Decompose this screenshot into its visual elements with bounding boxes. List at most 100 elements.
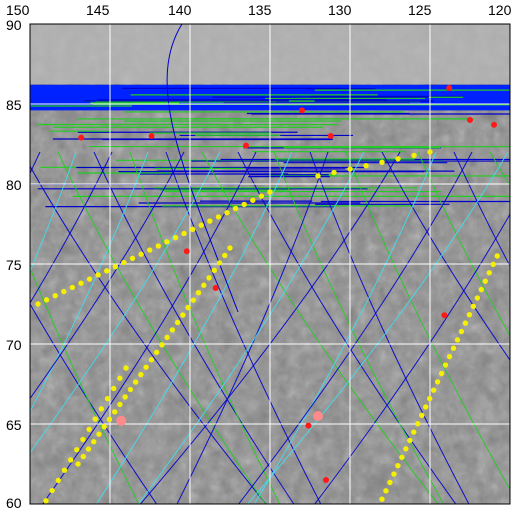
- yellow-point: [185, 304, 191, 311]
- orbit-track: [30, 151, 77, 273]
- pink-point: [313, 411, 323, 421]
- yellow-point: [92, 416, 98, 422]
- yellow-point: [227, 245, 233, 251]
- yellow-point: [419, 412, 425, 419]
- yellow-point: [195, 289, 202, 296]
- orbit-track: [238, 151, 473, 504]
- y-tick-label: 85: [6, 97, 22, 113]
- orbit-track: [165, 151, 322, 504]
- yellow-point: [315, 173, 321, 179]
- yellow-point: [434, 379, 441, 385]
- yellow-point: [117, 375, 123, 381]
- yellow-point: [78, 280, 84, 286]
- orbit-track: [57, 151, 267, 504]
- yellow-point: [174, 319, 181, 326]
- yellow-point: [127, 386, 134, 393]
- orbit-track: [30, 266, 140, 504]
- yellow-point: [106, 416, 113, 423]
- y-tick-label: 60: [6, 495, 22, 510]
- yellow-point: [379, 159, 385, 165]
- y-tick-label: 90: [6, 17, 22, 33]
- yellow-point: [427, 149, 433, 155]
- yellow-point: [85, 446, 92, 452]
- yellow-point: [43, 297, 50, 303]
- orbit-track: [137, 151, 365, 504]
- yellow-point: [458, 328, 465, 335]
- yellow-point: [331, 169, 337, 176]
- x-tick-label: 125: [408, 2, 432, 18]
- yellow-point: [494, 253, 500, 259]
- orbit-track: [273, 151, 445, 504]
- yellow-point: [395, 462, 401, 469]
- yellow-point: [190, 297, 197, 303]
- orbit-track: [30, 151, 185, 400]
- pink-point: [116, 415, 127, 426]
- red-point: [305, 422, 312, 429]
- yellow-point: [159, 342, 165, 348]
- orbit-track: [0, 152, 4, 510]
- orbit-track: [201, 151, 439, 504]
- yellow-point: [474, 295, 481, 301]
- yellow-point: [478, 286, 485, 293]
- yellow-point: [215, 214, 222, 220]
- yellow-point: [86, 426, 92, 432]
- yellow-point: [211, 267, 217, 274]
- x-tick-label: 145: [86, 2, 110, 18]
- yellow-point: [75, 461, 81, 467]
- yellow-point: [450, 345, 457, 351]
- yellow-point: [442, 362, 449, 368]
- red-point: [183, 248, 190, 255]
- orbit-track: [30, 151, 149, 413]
- yellow-point: [122, 394, 128, 400]
- yellow-point: [415, 421, 421, 427]
- yellow-point: [399, 454, 405, 460]
- orbit-track: [253, 151, 437, 504]
- orbit-track: [129, 151, 281, 504]
- yellow-point: [132, 379, 139, 385]
- yellow-point: [189, 226, 196, 233]
- yellow-point: [411, 429, 417, 435]
- yellow-point: [138, 371, 144, 378]
- yellow-point: [422, 404, 429, 410]
- yellow-point: [486, 270, 492, 276]
- observation-points: [35, 85, 500, 504]
- orbit-track: [30, 151, 221, 454]
- yellow-point: [426, 395, 433, 402]
- red-point: [446, 85, 453, 91]
- red-point: [467, 117, 473, 123]
- yellow-point: [153, 349, 160, 355]
- yellow-point: [123, 365, 129, 371]
- yellow-point: [198, 222, 204, 228]
- yellow-point: [86, 276, 93, 282]
- y-tick-label: 70: [6, 337, 22, 353]
- yellow-point: [482, 278, 488, 284]
- yellow-point: [91, 438, 97, 445]
- yellow-point: [407, 437, 413, 444]
- yellow-point: [101, 424, 107, 430]
- yellow-point: [96, 431, 102, 437]
- yellow-point: [490, 261, 496, 268]
- yellow-point: [43, 498, 49, 504]
- yellow-point: [143, 364, 149, 370]
- yellow-point: [207, 218, 213, 224]
- red-point: [212, 285, 219, 291]
- orbit-track: [93, 151, 295, 504]
- orbit-track: [176, 151, 329, 504]
- red-point: [148, 133, 155, 139]
- yellow-point: [111, 409, 118, 415]
- yellow-point: [61, 288, 67, 295]
- yellow-point: [67, 457, 74, 463]
- red-point: [441, 312, 448, 319]
- orbit-track: [309, 151, 470, 504]
- yellow-point: [129, 255, 136, 262]
- yellow-point: [117, 401, 123, 408]
- orbit-track: [30, 151, 113, 304]
- yellow-point: [383, 488, 389, 494]
- yellow-point: [462, 320, 469, 326]
- yellow-point: [454, 337, 461, 343]
- yellow-point: [363, 163, 369, 169]
- orbit-track: [95, 151, 293, 504]
- y-tick-label: 75: [6, 257, 22, 273]
- yellow-point: [110, 385, 117, 392]
